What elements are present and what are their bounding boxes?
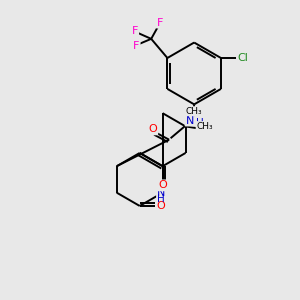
Text: CH₃: CH₃: [196, 122, 213, 130]
Text: CH₃: CH₃: [185, 107, 202, 116]
Text: H: H: [196, 118, 204, 128]
Text: Cl: Cl: [237, 53, 248, 63]
Text: O: O: [157, 201, 166, 211]
Text: F: F: [157, 18, 163, 28]
Text: F: F: [133, 41, 140, 51]
Text: N: N: [157, 188, 165, 198]
Text: O: O: [158, 180, 167, 190]
Text: N: N: [186, 116, 194, 126]
Text: H: H: [157, 194, 165, 204]
Text: F: F: [132, 26, 138, 37]
Text: O: O: [148, 124, 157, 134]
